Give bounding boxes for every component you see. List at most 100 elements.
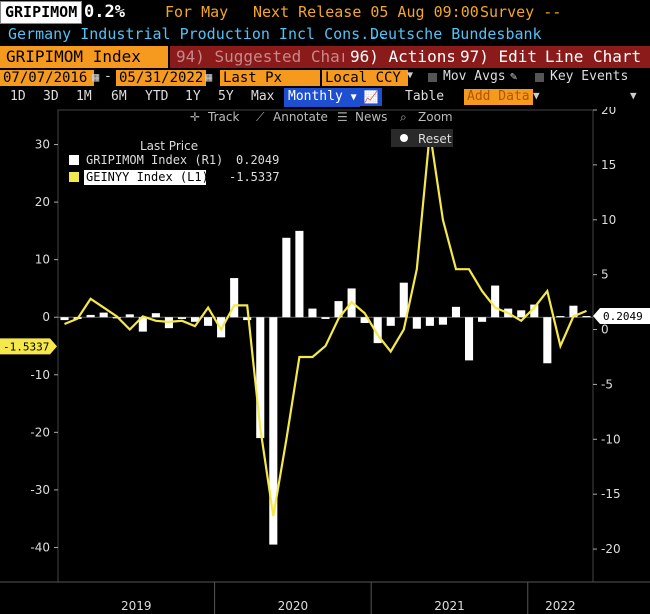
- news-icon[interactable]: ☰: [337, 110, 348, 124]
- left-tick-label: -30: [30, 483, 50, 497]
- bar: [282, 237, 291, 318]
- zoom-icon[interactable]: ⌕: [400, 110, 407, 124]
- bar: [269, 317, 278, 545]
- price-field-select[interactable]: Last Px: [220, 70, 320, 86]
- range-ytd[interactable]: YTD: [145, 89, 169, 104]
- function-toolbar: GRIPIMOM Index 94) Suggested Charts 96) …: [0, 45, 650, 69]
- legend-line-highlight: [84, 170, 206, 185]
- bar: [569, 305, 578, 318]
- actions-label: 96) Actions: [350, 47, 456, 66]
- chevron-down-icon: ▼: [350, 92, 357, 103]
- range-1y[interactable]: 1Y: [185, 89, 201, 104]
- ticker-box[interactable]: GRIPIMOM: [0, 1, 83, 24]
- reset-icon: [400, 134, 408, 142]
- left-tick-label: 0: [42, 310, 50, 324]
- bar: [360, 317, 369, 323]
- right-tick-label: -20: [601, 542, 621, 556]
- x-axis: 2019 2020 2021 2022: [0, 581, 650, 614]
- frequency-select[interactable]: Monthly ▼: [284, 88, 360, 107]
- x-tick-label: 2022: [545, 599, 576, 613]
- bar: [373, 317, 382, 344]
- right-tick-label: 15: [601, 158, 616, 172]
- x-tick-label: 2021: [434, 599, 465, 613]
- pencil-icon[interactable]: ✎: [510, 69, 518, 83]
- frequency-label: Monthly: [288, 89, 343, 104]
- add-data-button[interactable]: Add Data: [464, 89, 533, 105]
- bar: [386, 317, 395, 326]
- controls-row: 07/07/2016 ▦ - 05/31/2022 ▦ Last Px Loca…: [0, 69, 650, 87]
- zoom-tool[interactable]: Zoom: [418, 110, 453, 124]
- edit-button[interactable]: 97) Edit ▼: [454, 46, 553, 68]
- start-date-field[interactable]: 07/07/2016: [0, 70, 94, 86]
- actions-button[interactable]: 96) Actions ▼: [344, 46, 472, 68]
- left-marker-label: -1.5337: [3, 340, 49, 353]
- bar: [125, 314, 134, 318]
- right-tick-label: -15: [601, 487, 621, 501]
- range-max[interactable]: Max: [251, 89, 275, 104]
- bar: [517, 310, 526, 318]
- mov-avgs-checkbox[interactable]: [428, 73, 437, 82]
- legend-bar-series: GRIPIMOM Index (R1): [86, 153, 223, 167]
- key-events-label: Key Events: [550, 69, 629, 84]
- legend-bar-last: 0.2049: [236, 153, 279, 167]
- right-tick-label: -5: [601, 377, 613, 391]
- bar: [204, 317, 213, 326]
- range-1m[interactable]: 1M: [76, 89, 92, 104]
- line-series: [64, 131, 587, 517]
- track-tool[interactable]: Track: [207, 110, 239, 124]
- right-tick-label: 0: [601, 323, 609, 337]
- bar-series: [60, 230, 591, 545]
- crosshair-icon[interactable]: ✛: [190, 110, 200, 124]
- survey-label: Survey --: [480, 3, 562, 21]
- left-axis: 30 20 10 0 -10 -20 -30 -40: [30, 138, 58, 554]
- calendar-icon[interactable]: ▦: [205, 70, 213, 84]
- range-1d[interactable]: 1D: [10, 89, 26, 104]
- end-date-field[interactable]: 05/31/2022: [116, 70, 206, 86]
- bar: [308, 308, 317, 318]
- currency-select[interactable]: Local CCY: [322, 70, 408, 86]
- annotate-icon[interactable]: ⟋: [256, 110, 265, 124]
- left-tick-label: 20: [35, 195, 50, 209]
- bar: [321, 317, 330, 319]
- range-6m[interactable]: 6M: [111, 89, 127, 104]
- data-source: Deutsche Bundesbank: [370, 25, 542, 43]
- x-tick-label: 2019: [121, 599, 152, 613]
- left-tick-label: -20: [30, 425, 50, 439]
- chart-type-button[interactable]: Line Chart: [536, 46, 650, 68]
- bar: [530, 304, 539, 318]
- suggested-charts-button[interactable]: 94) Suggested Charts: [170, 46, 369, 68]
- reset-button[interactable]: [391, 129, 453, 147]
- annotate-tool[interactable]: Annotate: [273, 110, 328, 124]
- news-tool[interactable]: News: [355, 110, 387, 124]
- bar: [243, 317, 252, 321]
- key-events-checkbox[interactable]: [535, 73, 544, 82]
- range-5y[interactable]: 5Y: [218, 89, 234, 104]
- bar: [451, 306, 461, 318]
- bar: [151, 313, 160, 318]
- reset-label: Reset: [418, 132, 452, 146]
- chevron-down-icon[interactable]: ▼: [630, 89, 637, 102]
- x-tick-label: 2020: [278, 599, 309, 613]
- calendar-icon[interactable]: ▦: [92, 70, 100, 84]
- security-header: GRIPIMOM 0.2% For May Next Release 05 Au…: [0, 0, 650, 24]
- right-tick-label: 20: [601, 107, 616, 117]
- bar: [556, 316, 565, 318]
- next-release: Next Release 05 Aug 09:00: [253, 3, 479, 21]
- legend-line-series: GEINYY Index (L1): [86, 170, 209, 184]
- chevron-down-icon[interactable]: ▼: [407, 70, 414, 81]
- line-chart-icon[interactable]: 📈: [360, 88, 382, 106]
- right-marker-label: 0.2049: [603, 310, 643, 323]
- bar: [543, 317, 552, 364]
- bar: [295, 230, 304, 318]
- table-button[interactable]: Table: [405, 89, 445, 104]
- index-label[interactable]: GRIPIMOM Index: [0, 46, 168, 68]
- left-value-marker: -1.5337: [0, 338, 57, 355]
- right-tick-label: 5: [601, 268, 609, 282]
- bar: [99, 312, 108, 318]
- bar: [177, 317, 187, 319]
- chevron-down-icon[interactable]: ▼: [533, 89, 540, 102]
- last-value: 0.2%: [84, 2, 125, 22]
- bar: [230, 278, 239, 318]
- range-3d[interactable]: 3D: [43, 89, 59, 104]
